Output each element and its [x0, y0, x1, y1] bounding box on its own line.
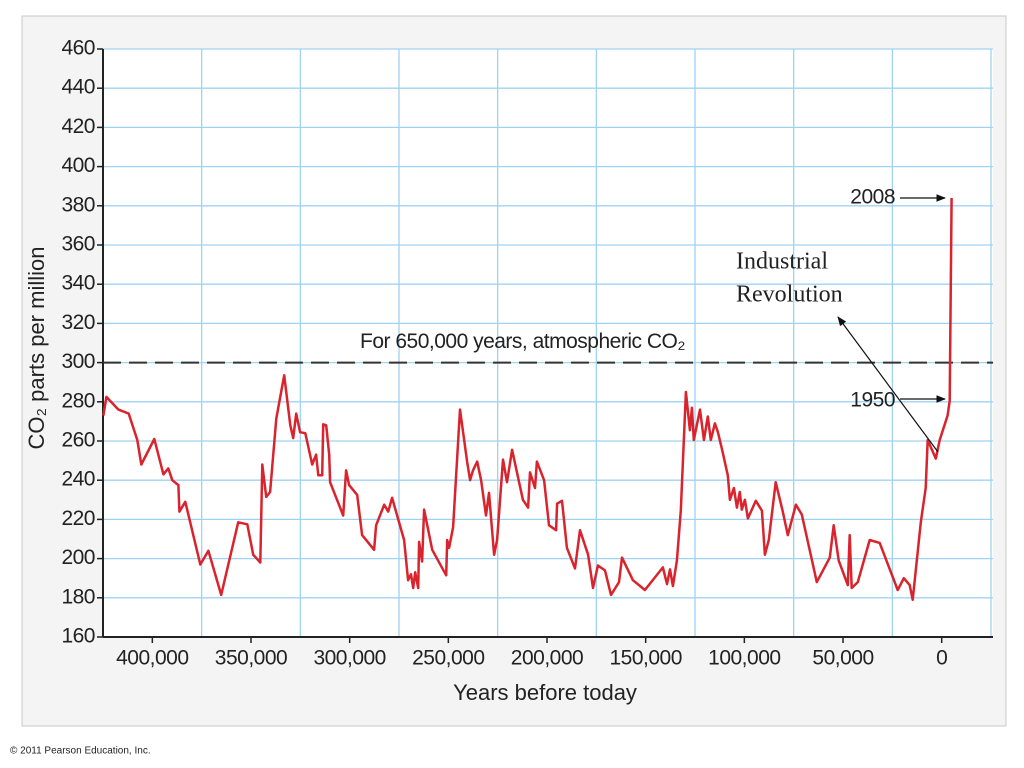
y-tick-label: 400	[61, 154, 95, 177]
y-tick-label: 360	[61, 233, 95, 256]
x-tick-label: 100,000	[708, 647, 780, 670]
y-tick-label: 320	[61, 311, 95, 334]
y-tick-label: 200	[61, 546, 95, 569]
y-tick-label: 160	[61, 625, 95, 648]
y-tick-label: 420	[61, 115, 95, 138]
x-axis-title: Years before today	[453, 680, 637, 705]
annotation: Revolution	[736, 282, 843, 308]
reference-label: For 650,000 years, atmospheric CO₂	[360, 330, 685, 353]
y-tick-label: 220	[61, 507, 95, 530]
y-tick-label: 380	[61, 193, 95, 216]
annotation: 1950	[850, 389, 895, 412]
labels: 160 180 200 220 240 260 280 300 320 340 360 380 400 4…	[61, 37, 947, 670]
arrow	[837, 316, 939, 453]
x-tick-label: 0	[936, 647, 947, 670]
y-tick-label: 180	[61, 585, 95, 608]
y-tick-label: 240	[61, 468, 95, 491]
x-tick-label: 250,000	[412, 647, 484, 670]
x-tick-label: 200,000	[511, 647, 583, 670]
y-axis-title: CO₂ parts per million	[24, 247, 49, 450]
annotation: Industrial	[736, 249, 828, 275]
y-tick-label: 300	[61, 350, 95, 373]
y-tick-label: 340	[61, 272, 95, 295]
x-tick-label: 150,000	[609, 647, 681, 670]
x-tick-label: 350,000	[215, 647, 287, 670]
copyright: © 2011 Pearson Education, Inc.	[10, 746, 151, 757]
y-tick-label: 280	[61, 389, 95, 412]
x-tick-label: 50,000	[812, 647, 873, 670]
marks	[102, 197, 993, 602]
y-tick-label: 460	[61, 37, 95, 60]
x-tick-label: 400,000	[116, 647, 188, 670]
y-tick-label: 440	[61, 76, 95, 99]
y-tick-label: 260	[61, 429, 95, 452]
data-line	[102, 197, 953, 602]
x-tick-label: 300,000	[313, 647, 385, 670]
annotation: 2008	[850, 186, 895, 209]
